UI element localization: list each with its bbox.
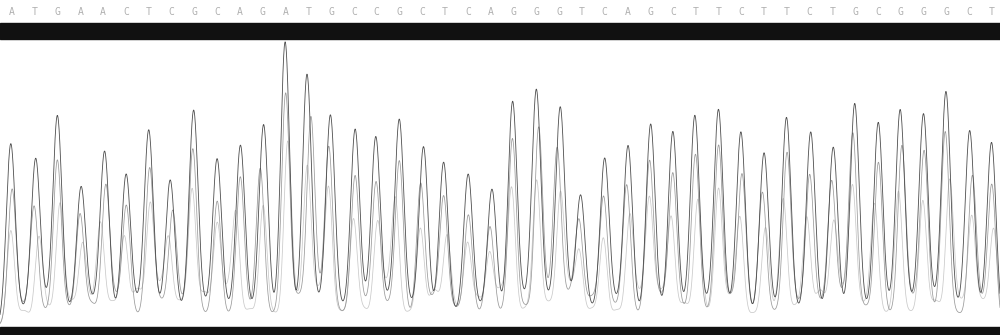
Text: T: T [784, 7, 790, 17]
Text: A: A [283, 7, 288, 17]
Text: A: A [488, 7, 494, 17]
Text: T: T [442, 7, 448, 17]
Text: C: C [374, 7, 380, 17]
Text: G: G [898, 7, 904, 17]
Text: C: C [807, 7, 813, 17]
Text: T: T [146, 7, 152, 17]
Text: C: C [465, 7, 471, 17]
Text: C: C [123, 7, 129, 17]
Text: G: G [647, 7, 653, 17]
Text: C: C [670, 7, 676, 17]
Text: G: G [533, 7, 539, 17]
Text: C: C [169, 7, 174, 17]
Text: G: G [510, 7, 516, 17]
Text: G: G [556, 7, 562, 17]
Text: T: T [716, 7, 721, 17]
Bar [0, 327, 1000, 335]
Text: G: G [328, 7, 334, 17]
Text: A: A [624, 7, 630, 17]
Text: C: C [351, 7, 357, 17]
Text: A: A [9, 7, 15, 17]
Bar [0, 23, 1000, 39]
Text: G: G [191, 7, 197, 17]
Text: G: G [943, 7, 949, 17]
Text: G: G [55, 7, 61, 17]
Text: G: G [852, 7, 858, 17]
Text: A: A [77, 7, 83, 17]
Text: G: G [397, 7, 402, 17]
Text: T: T [989, 7, 995, 17]
Text: C: C [966, 7, 972, 17]
Text: T: T [693, 7, 699, 17]
Text: A: A [237, 7, 243, 17]
Text: G: G [260, 7, 266, 17]
Text: C: C [875, 7, 881, 17]
Text: T: T [761, 7, 767, 17]
Text: C: C [602, 7, 607, 17]
Text: T: T [830, 7, 835, 17]
Text: T: T [305, 7, 311, 17]
Text: C: C [214, 7, 220, 17]
Text: C: C [419, 7, 425, 17]
Text: T: T [32, 7, 38, 17]
Text: C: C [738, 7, 744, 17]
Text: A: A [100, 7, 106, 17]
Text: G: G [921, 7, 927, 17]
Text: T: T [579, 7, 585, 17]
